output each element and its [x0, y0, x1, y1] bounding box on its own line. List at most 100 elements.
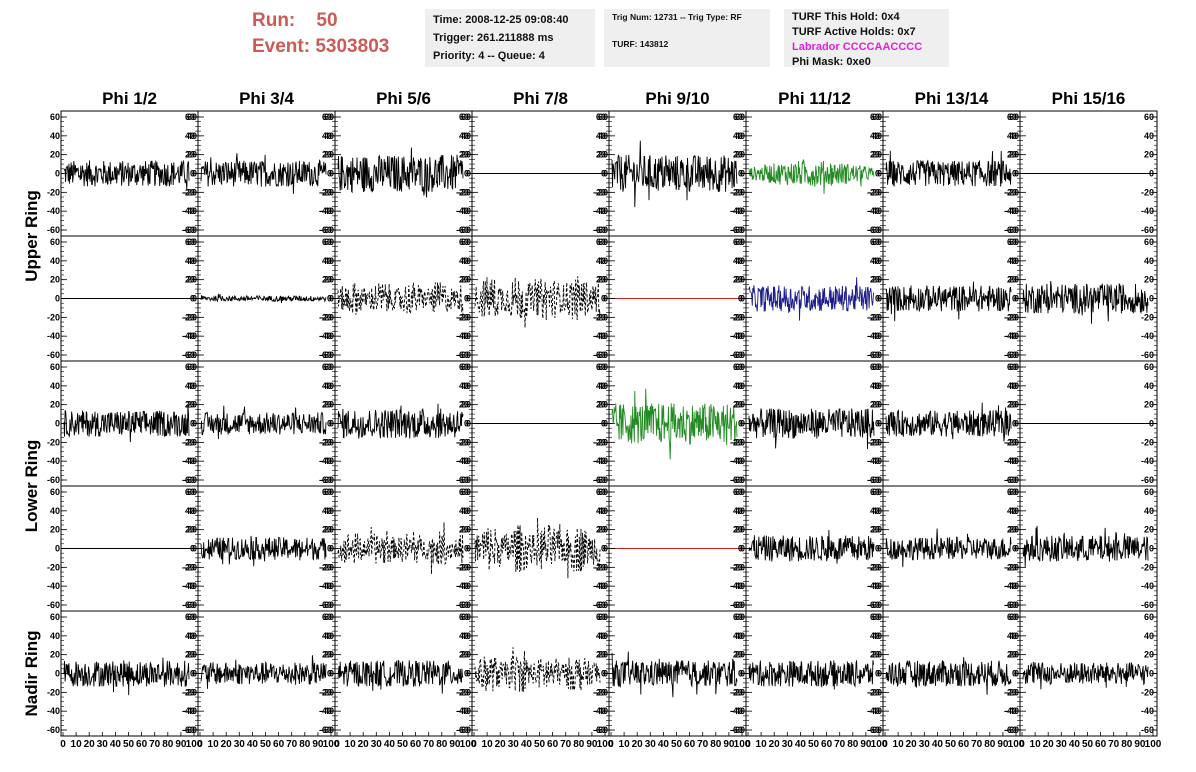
- x-tick-label: 10: [208, 739, 220, 750]
- y-tick-label-left: -40: [869, 206, 882, 216]
- y-tick-label-left: 60: [324, 112, 334, 122]
- y-tick-label-left: 40: [598, 131, 608, 141]
- y-tick-label-right: 40: [185, 131, 195, 141]
- y-tick-label-right: 40: [870, 381, 880, 391]
- y-tick-label-left: 60: [872, 237, 882, 247]
- y-tick-label-left: -40: [184, 456, 197, 466]
- x-tick-label: 60: [684, 739, 696, 750]
- y-tick-label-right: -40: [593, 206, 606, 216]
- y-tick-label-left: 0: [466, 169, 471, 179]
- y-tick-label-right: -20: [1141, 437, 1154, 447]
- x-tick-label: 100: [1145, 739, 1162, 750]
- row-group-label: Upper Ring: [22, 190, 41, 282]
- y-tick-label-left: -20: [458, 312, 471, 322]
- y-tick-label-left: 20: [324, 275, 334, 285]
- y-tick-label-left: -60: [47, 225, 60, 235]
- y-tick-label-left: -40: [869, 331, 882, 341]
- y-tick-label-left: -60: [869, 350, 882, 360]
- x-tick-label: 10: [619, 739, 631, 750]
- waveform-trace: [337, 147, 464, 198]
- y-tick-label-left: 0: [55, 169, 60, 179]
- y-tick-label-left: 40: [461, 131, 471, 141]
- y-tick-label-right: 20: [596, 525, 606, 535]
- y-tick-label-right: -20: [730, 562, 743, 572]
- x-tick-label: 0: [471, 739, 477, 750]
- y-tick-label-right: -60: [319, 225, 332, 235]
- y-tick-label-left: 60: [872, 112, 882, 122]
- y-tick-label-left: -40: [732, 331, 745, 341]
- row-group-label: Lower Ring: [22, 440, 41, 533]
- y-tick-label-right: 40: [1007, 131, 1017, 141]
- y-tick-label-right: -20: [319, 437, 332, 447]
- x-tick-label: 0: [334, 739, 340, 750]
- y-tick-label-right: 60: [322, 487, 332, 497]
- y-tick-label-right: -20: [593, 562, 606, 572]
- x-tick-label: 10: [482, 739, 494, 750]
- y-tick-label-right: 0: [464, 669, 469, 679]
- y-tick-label-right: -60: [1141, 225, 1154, 235]
- y-tick-label-left: -60: [869, 600, 882, 610]
- y-tick-label-left: 20: [461, 150, 471, 160]
- y-tick-label-right: 60: [322, 112, 332, 122]
- y-tick-label-right: -40: [593, 581, 606, 591]
- y-tick-label-left: 40: [187, 131, 197, 141]
- y-tick-label-left: 20: [187, 525, 197, 535]
- y-tick-label-left: 60: [872, 487, 882, 497]
- y-tick-label-right: -20: [1141, 187, 1154, 197]
- waveform-trace: [200, 405, 327, 440]
- y-tick-label-right: 60: [733, 612, 743, 622]
- y-tick-label-right: 20: [1144, 150, 1154, 160]
- y-tick-label-right: 0: [190, 669, 195, 679]
- y-tick-label-left: -60: [321, 475, 334, 485]
- y-tick-label-right: -40: [1141, 456, 1154, 466]
- y-tick-label-left: -20: [321, 437, 334, 447]
- y-tick-label-left: -40: [184, 581, 197, 591]
- y-tick-label-left: -20: [869, 187, 882, 197]
- y-tick-label-left: -60: [1006, 600, 1019, 610]
- y-tick-label-right: -40: [867, 456, 880, 466]
- y-tick-label-left: -40: [458, 331, 471, 341]
- y-tick-label-right: 40: [322, 256, 332, 266]
- y-tick-label-right: 20: [596, 400, 606, 410]
- y-tick-label-right: 40: [870, 131, 880, 141]
- y-tick-label-right: 60: [1144, 112, 1154, 122]
- x-tick-label: 70: [834, 739, 846, 750]
- y-tick-label-left: -40: [732, 581, 745, 591]
- y-tick-label-right: 0: [327, 169, 332, 179]
- y-tick-label-left: 20: [1009, 650, 1019, 660]
- waveform-trace: [885, 150, 1012, 187]
- y-tick-label-right: -40: [456, 206, 469, 216]
- y-tick-label-left: 0: [192, 669, 197, 679]
- waveform-trace: [200, 655, 327, 689]
- x-tick-label: 40: [247, 739, 259, 750]
- y-tick-label-right: -20: [1141, 687, 1154, 697]
- y-tick-label-right: 40: [459, 631, 469, 641]
- waveform-trace: [611, 140, 738, 208]
- column-header: Phi 11/12: [778, 89, 851, 108]
- y-tick-label-right: -60: [730, 600, 743, 610]
- y-tick-label-left: 20: [324, 150, 334, 160]
- x-tick-label: 50: [260, 739, 272, 750]
- y-tick-label-left: 40: [598, 506, 608, 516]
- y-tick-label-left: 40: [50, 381, 60, 391]
- y-tick-label-left: -20: [1006, 687, 1019, 697]
- x-tick-label: 80: [1121, 739, 1133, 750]
- y-tick-label-right: 60: [185, 612, 195, 622]
- y-tick-label-left: 0: [55, 419, 60, 429]
- x-tick-label: 40: [110, 739, 122, 750]
- y-tick-label-left: 40: [324, 131, 334, 141]
- y-tick-label-left: -40: [321, 581, 334, 591]
- y-tick-label-left: 60: [1009, 612, 1019, 622]
- waveform-trace: [474, 647, 601, 692]
- y-tick-label-right: -20: [867, 687, 880, 697]
- y-tick-label-left: -20: [321, 187, 334, 197]
- y-tick-label-right: -60: [182, 600, 195, 610]
- y-tick-label-right: 40: [870, 631, 880, 641]
- y-tick-label-left: -20: [595, 687, 608, 697]
- x-tick-label: 90: [723, 739, 735, 750]
- y-tick-label-left: -40: [595, 331, 608, 341]
- row-group-label: Nadir Ring: [22, 631, 41, 717]
- y-tick-label-left: 60: [461, 612, 471, 622]
- y-tick-label-right: 20: [459, 525, 469, 535]
- y-tick-label-left: 20: [187, 275, 197, 285]
